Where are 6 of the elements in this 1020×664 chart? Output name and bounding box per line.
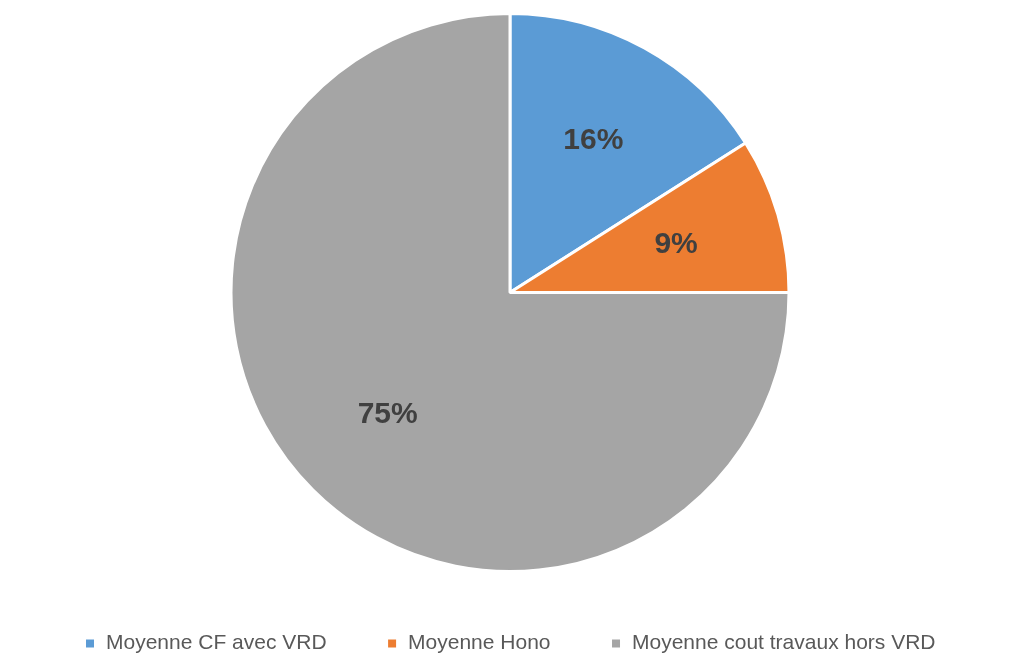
legend-label: Moyenne Hono: [408, 630, 551, 654]
legend-label: Moyenne CF avec VRD: [106, 630, 327, 654]
data-label: 16%: [563, 122, 624, 156]
legend-label: Moyenne cout travaux hors VRD: [632, 630, 936, 654]
data-label: 75%: [357, 396, 418, 430]
data-label: 9%: [654, 225, 698, 259]
